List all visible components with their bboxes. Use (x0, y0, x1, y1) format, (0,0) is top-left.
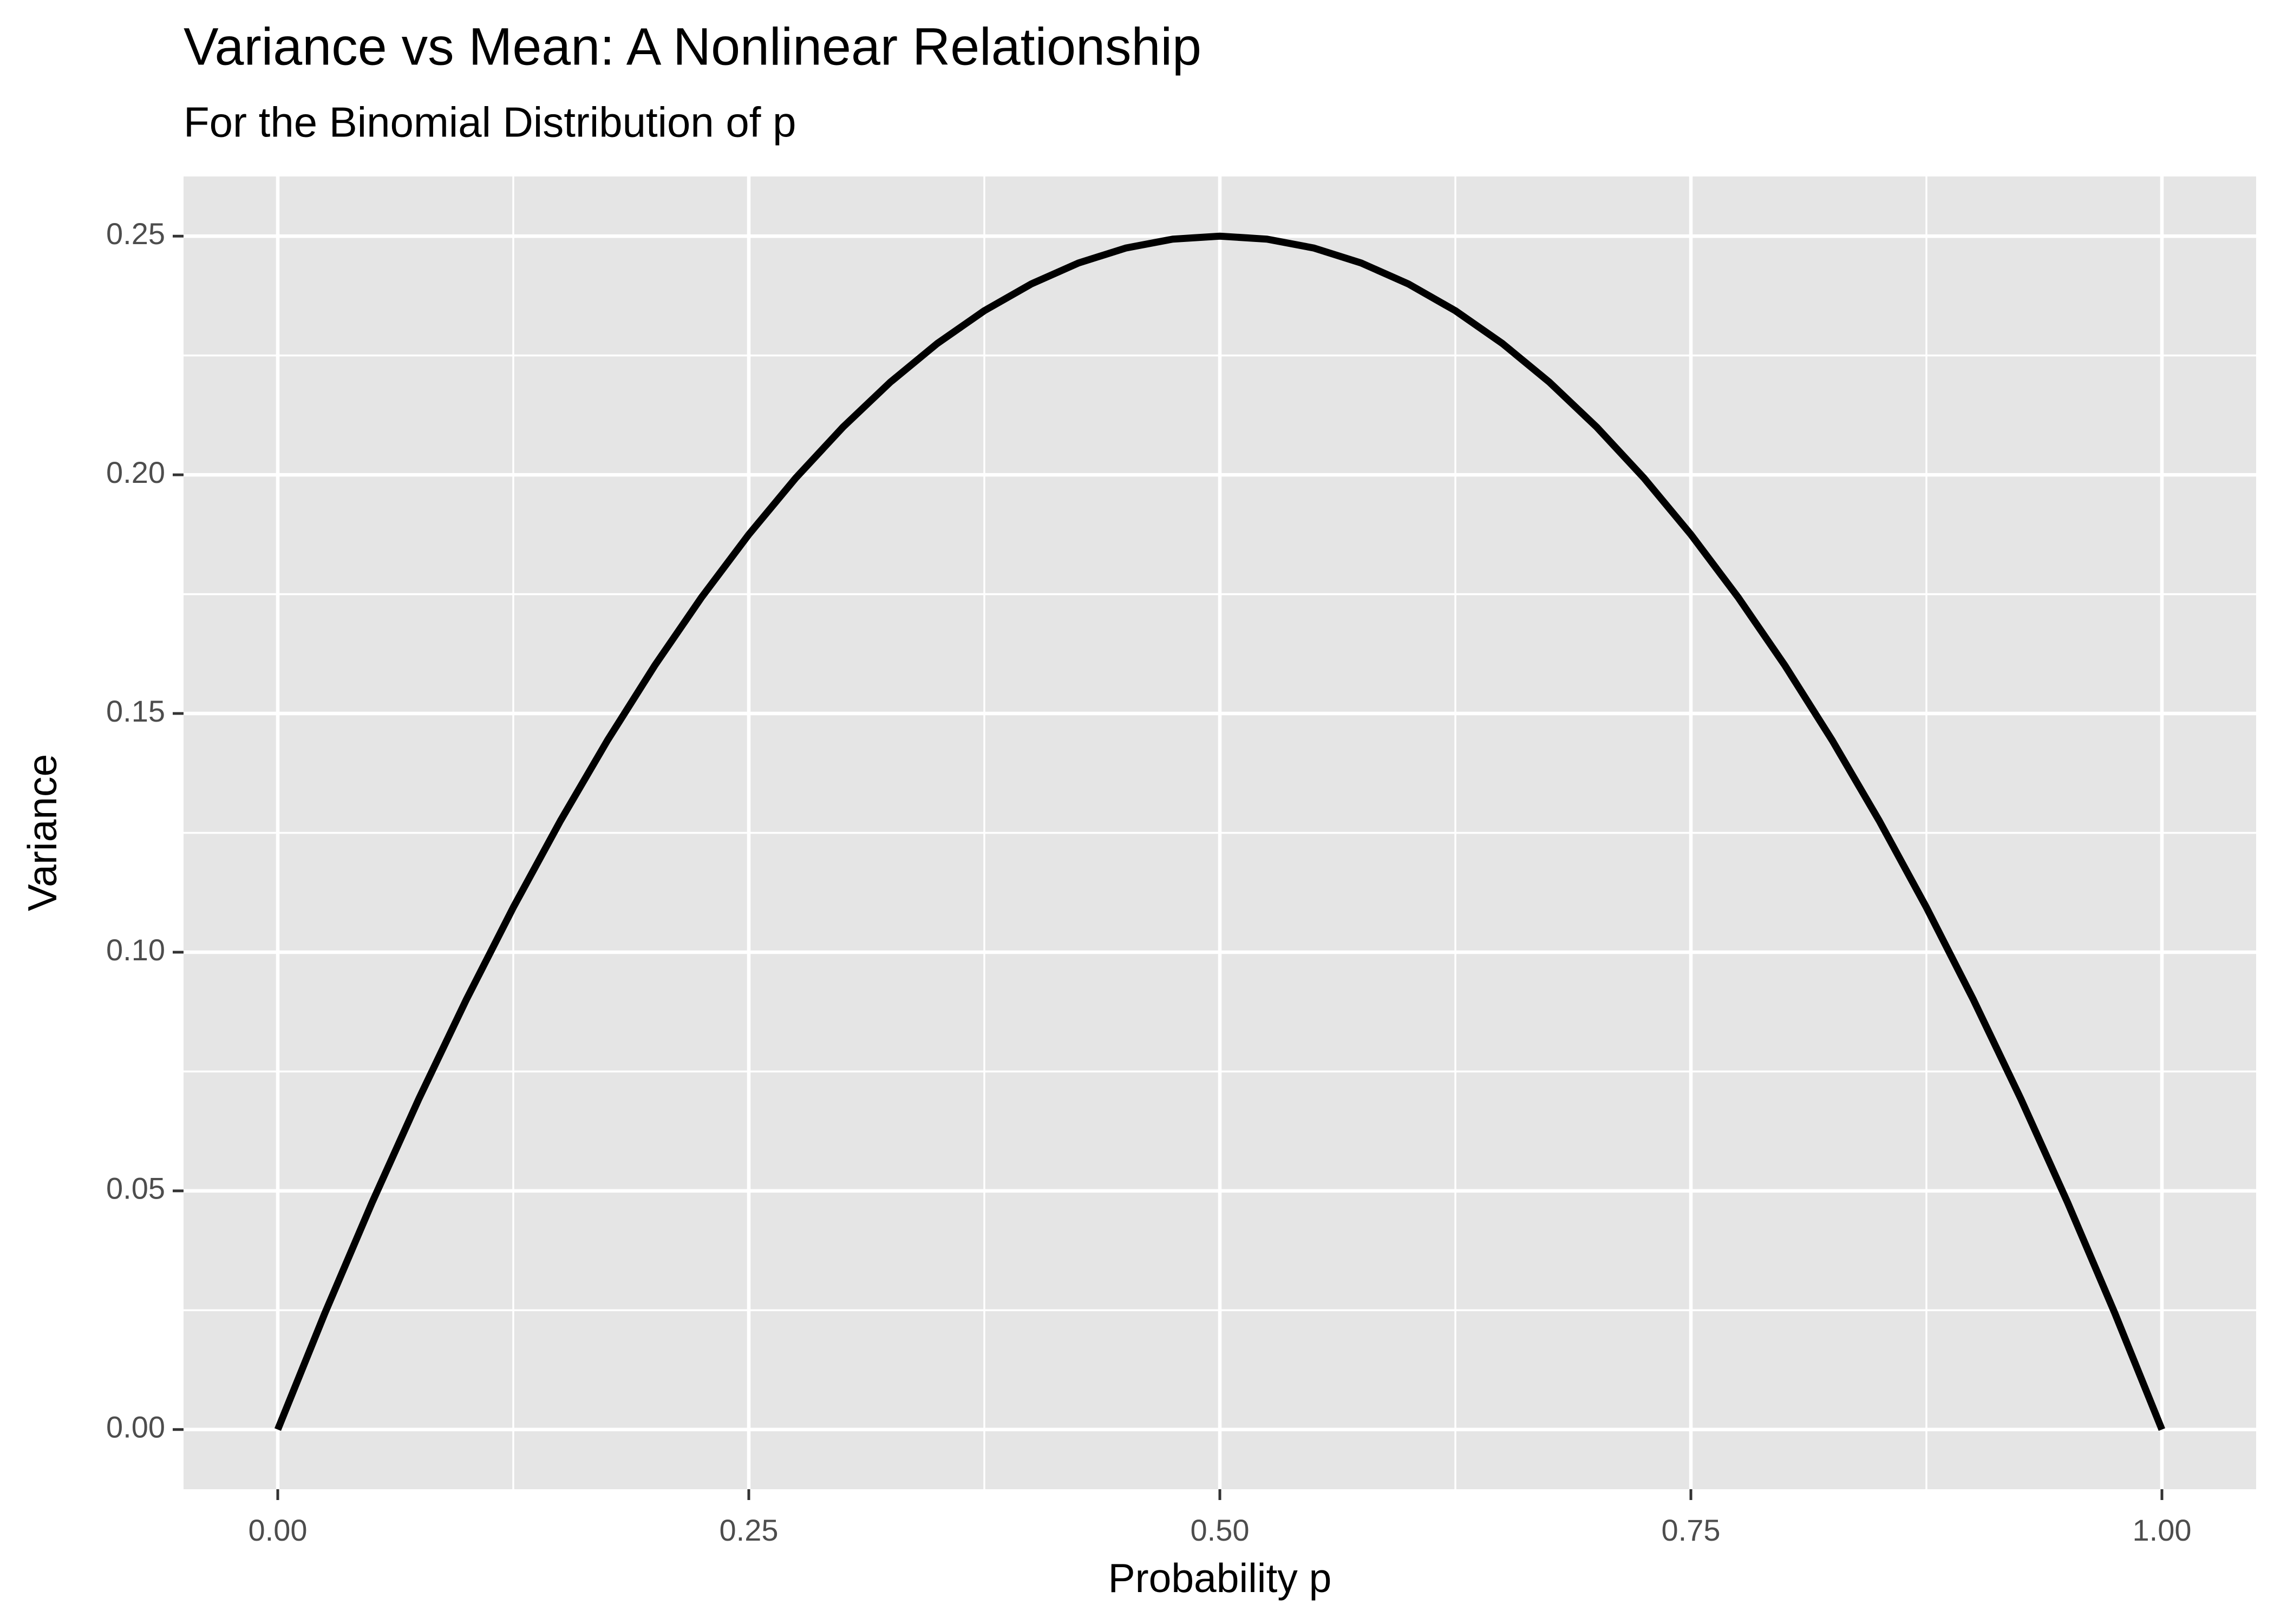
chart-subtitle: For the Binomial Distribution of p (184, 99, 796, 146)
y-tick-label: 0.00 (106, 1410, 165, 1444)
x-tick-label: 1.00 (2133, 1513, 2192, 1547)
x-tick-label: 0.00 (249, 1513, 308, 1547)
x-axis-title: Probability p (1108, 1555, 1332, 1601)
x-tick-label: 0.75 (1662, 1513, 1721, 1547)
chart-title: Variance vs Mean: A Nonlinear Relationsh… (184, 17, 1201, 76)
y-tick-label: 0.20 (106, 455, 165, 489)
y-tick-label: 0.25 (106, 217, 165, 251)
y-tick-label: 0.05 (106, 1171, 165, 1206)
x-tick-label: 0.25 (720, 1513, 779, 1547)
y-tick-label: 0.15 (106, 694, 165, 728)
line (274, 232, 2166, 1431)
y-tick-label: 0.10 (106, 933, 165, 967)
x-tick-label: 0.50 (1191, 1513, 1250, 1547)
y-axis-title: Variance (19, 754, 65, 911)
